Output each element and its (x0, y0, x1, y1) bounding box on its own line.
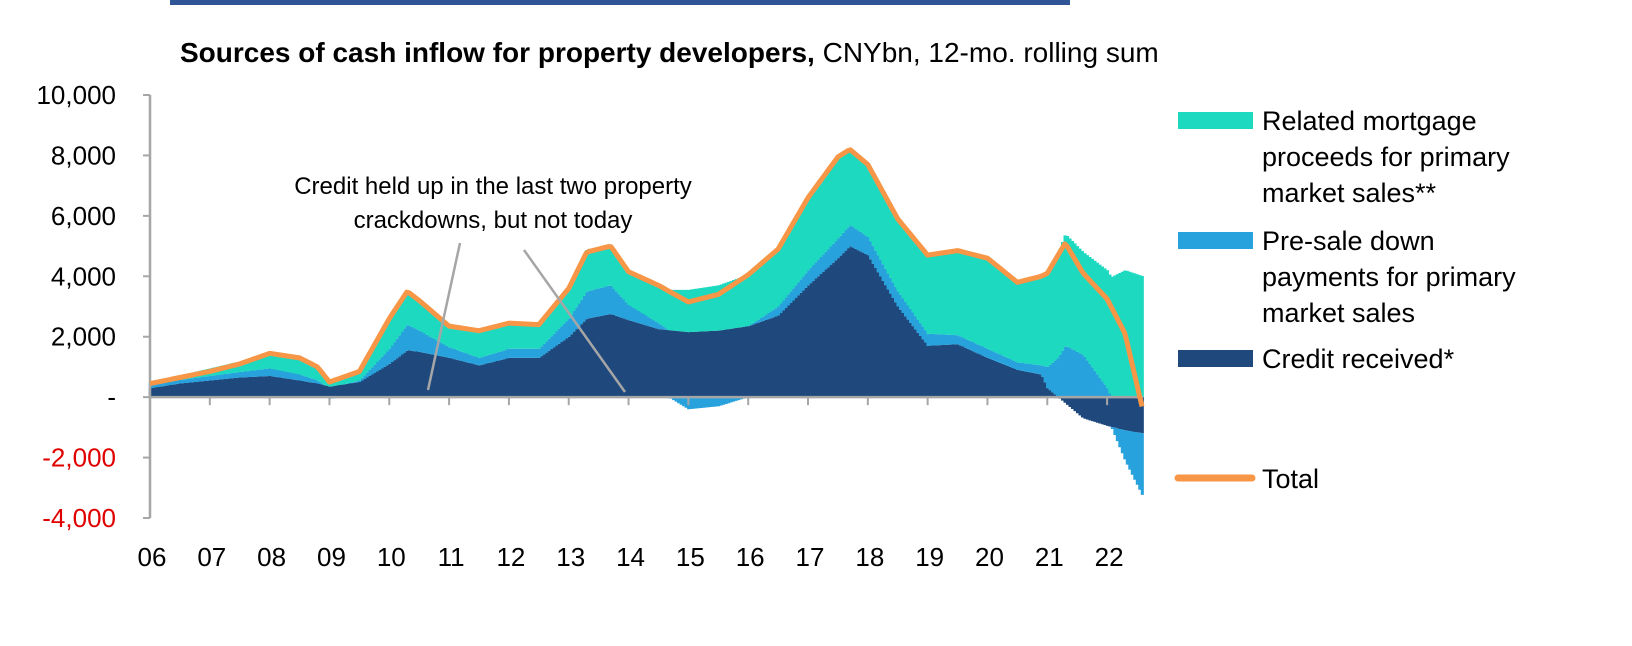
x-tick-label: 22 (1095, 542, 1124, 572)
x-tick-label: 21 (1035, 542, 1064, 572)
legend-swatch-presale (1178, 232, 1253, 249)
x-tick-label: 15 (676, 542, 705, 572)
y-tick-label: 2,000 (51, 322, 116, 352)
legend-label: Total (1262, 464, 1319, 494)
x-tick-label: 17 (796, 542, 825, 572)
y-tick-label: 6,000 (51, 201, 116, 231)
stacked-areas (148, 149, 1144, 495)
legend-swatch-credit (1178, 350, 1253, 367)
y-tick-label: 8,000 (51, 140, 116, 170)
x-tick-label: 16 (736, 542, 765, 572)
chart-title-bold: Sources of cash inflow for property deve… (180, 37, 815, 68)
x-axis-tick-labels: 06 07 08 09 10 11 12 13 14 15 16 17 18 19 20 21 22 (138, 542, 1124, 572)
legend-label: proceeds for primary (1262, 142, 1510, 172)
legend: Related mortgage proceeds for primary mark… (1174, 106, 1516, 494)
x-tick-label: 12 (496, 542, 525, 572)
x-tick-label: 09 (317, 542, 346, 572)
annotation-text: Credit held up in the last two property (294, 173, 692, 200)
annotation-pointer (522, 249, 627, 393)
y-axis-tick-labels: 10,000 8,000 6,000 4,000 2,000 - -2,000 -4,000 (36, 80, 116, 533)
legend-label: market sales (1262, 298, 1415, 328)
axes (143, 94, 1143, 519)
x-tick-label: 13 (556, 542, 585, 572)
total-line-layer (149, 147, 1145, 408)
x-tick-label: 19 (915, 542, 944, 572)
x-tick-label: 10 (377, 542, 406, 572)
x-tick-label: 11 (438, 542, 465, 572)
legend-label: Credit received* (1262, 344, 1455, 374)
legend-label: market sales** (1262, 178, 1437, 208)
y-tick-label: 10,000 (36, 80, 116, 110)
area-mortgage (148, 149, 1144, 398)
x-tick-label: 20 (975, 542, 1004, 572)
total-line (149, 147, 1145, 408)
y-tick-label: -4,000 (42, 503, 116, 533)
top-banner-strip (170, 0, 1070, 5)
annotation-text: crackdowns, but not today (354, 207, 633, 234)
legend-label: Pre-sale down (1262, 226, 1435, 256)
x-tick-label: 06 (138, 542, 167, 572)
chart-title-rest: CNYbn, 12-mo. rolling sum (815, 37, 1159, 68)
area-credit (148, 246, 1144, 434)
x-tick-label: 18 (855, 542, 884, 572)
y-tick-label: - (107, 382, 116, 412)
chart-title: Sources of cash inflow for property deve… (180, 37, 1159, 68)
annotation-pointer (426, 242, 462, 391)
x-tick-label: 08 (257, 542, 286, 572)
area-presale (148, 225, 1144, 495)
legend-swatch-mortgage (1178, 112, 1253, 129)
x-tick-label: 07 (197, 542, 226, 572)
annotation: Credit held up in the last two property c… (294, 173, 692, 393)
legend-label: Related mortgage (1262, 106, 1477, 136)
y-tick-label: -2,000 (42, 443, 116, 473)
legend-label: payments for primary (1262, 262, 1516, 292)
plot-area: Credit held up in the last two property c… (143, 94, 1145, 519)
y-tick-label: 4,000 (51, 261, 116, 291)
x-tick-label: 14 (616, 542, 645, 572)
